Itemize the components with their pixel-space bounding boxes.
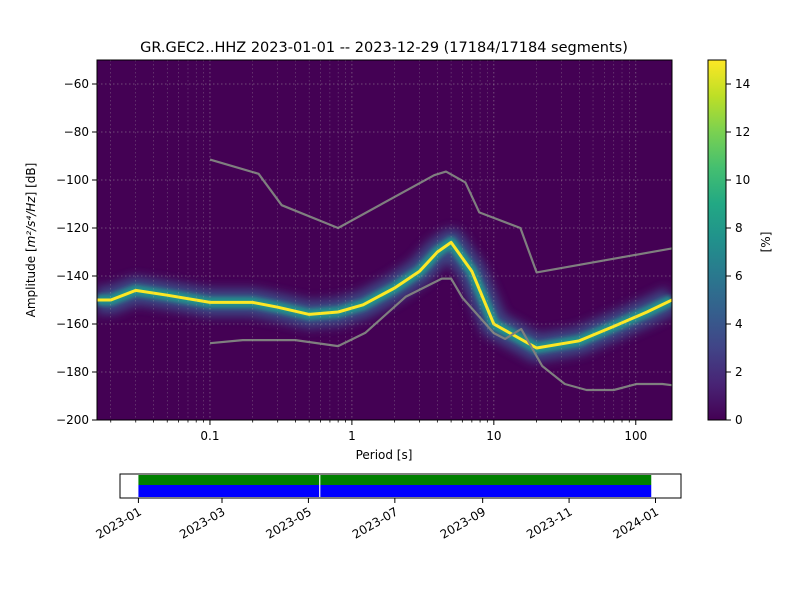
colorbar: 0 2 4 6 8 10 12 14 [%] — [707, 59, 773, 427]
y-label-unit: m²/s⁴/Hz — [24, 196, 38, 248]
nhnm-curve — [209, 158, 672, 274]
colorbar-label: [%] — [759, 232, 773, 253]
colorbar-tick-label: 8 — [735, 221, 743, 235]
y-tick-label: −100 — [56, 173, 89, 187]
timeline-tick-label: 2023-11 — [524, 504, 574, 541]
timeline-data-bar — [138, 485, 652, 497]
x-tick-label: 10 — [486, 429, 501, 443]
x-tick-label: 1 — [348, 429, 356, 443]
y-label-suffix: ] [dB] — [24, 163, 38, 197]
colorbar-tick-label: 2 — [735, 365, 743, 379]
colorbar-gradient — [707, 59, 727, 421]
timeline-used-bar — [138, 475, 652, 485]
colorbar-tick-label: 6 — [735, 269, 743, 283]
y-tick-label: −140 — [56, 269, 89, 283]
colorbar-tick-label: 12 — [735, 125, 750, 139]
y-tick-label: −60 — [64, 77, 89, 91]
timeline-tick-label: 2023-09 — [438, 504, 488, 541]
y-tick-label: −80 — [64, 125, 89, 139]
colorbar-tick-label: 4 — [735, 317, 743, 331]
colorbar-tick-label: 0 — [735, 413, 743, 427]
psd-plot-area: 0.1 1 10 100 −200 −180 −160 −140 −120 −100 −80 −60 — [56, 59, 673, 443]
x-tick-label: 0.1 — [200, 429, 219, 443]
y-tick-label: −160 — [56, 317, 89, 331]
timeline-coverage: 2023-01 2023-03 2023-05 2023-07 2023-09 2023-… — [93, 473, 682, 542]
plot-frame — [96, 59, 673, 421]
timeline-tick-label: 2023-07 — [350, 504, 400, 541]
colorbar-tick-label: 10 — [735, 173, 750, 187]
timeline-tick-label: 2023-03 — [177, 504, 227, 541]
plot-background — [97, 60, 672, 420]
timeline-tick-label: 2023-05 — [263, 504, 313, 541]
y-tick-label: −200 — [56, 413, 89, 427]
chart-title: GR.GEC2..HHZ 2023-01-01 -- 2023-12-29 (1… — [140, 40, 628, 56]
y-tick-label: −120 — [56, 221, 89, 235]
x-tick-label: 100 — [624, 429, 647, 443]
timeline-tick-label: 2023-01 — [93, 504, 143, 541]
timeline-tick-label: 2024-01 — [611, 504, 661, 541]
y-label-prefix: Amplitude [ — [24, 247, 38, 317]
y-axis-label: Amplitude [m²/s⁴/Hz] [dB] — [24, 163, 38, 318]
x-axis-label: Period [s] — [356, 448, 413, 462]
colorbar-tick-label: 14 — [735, 77, 750, 91]
y-tick-label: −180 — [56, 365, 89, 379]
